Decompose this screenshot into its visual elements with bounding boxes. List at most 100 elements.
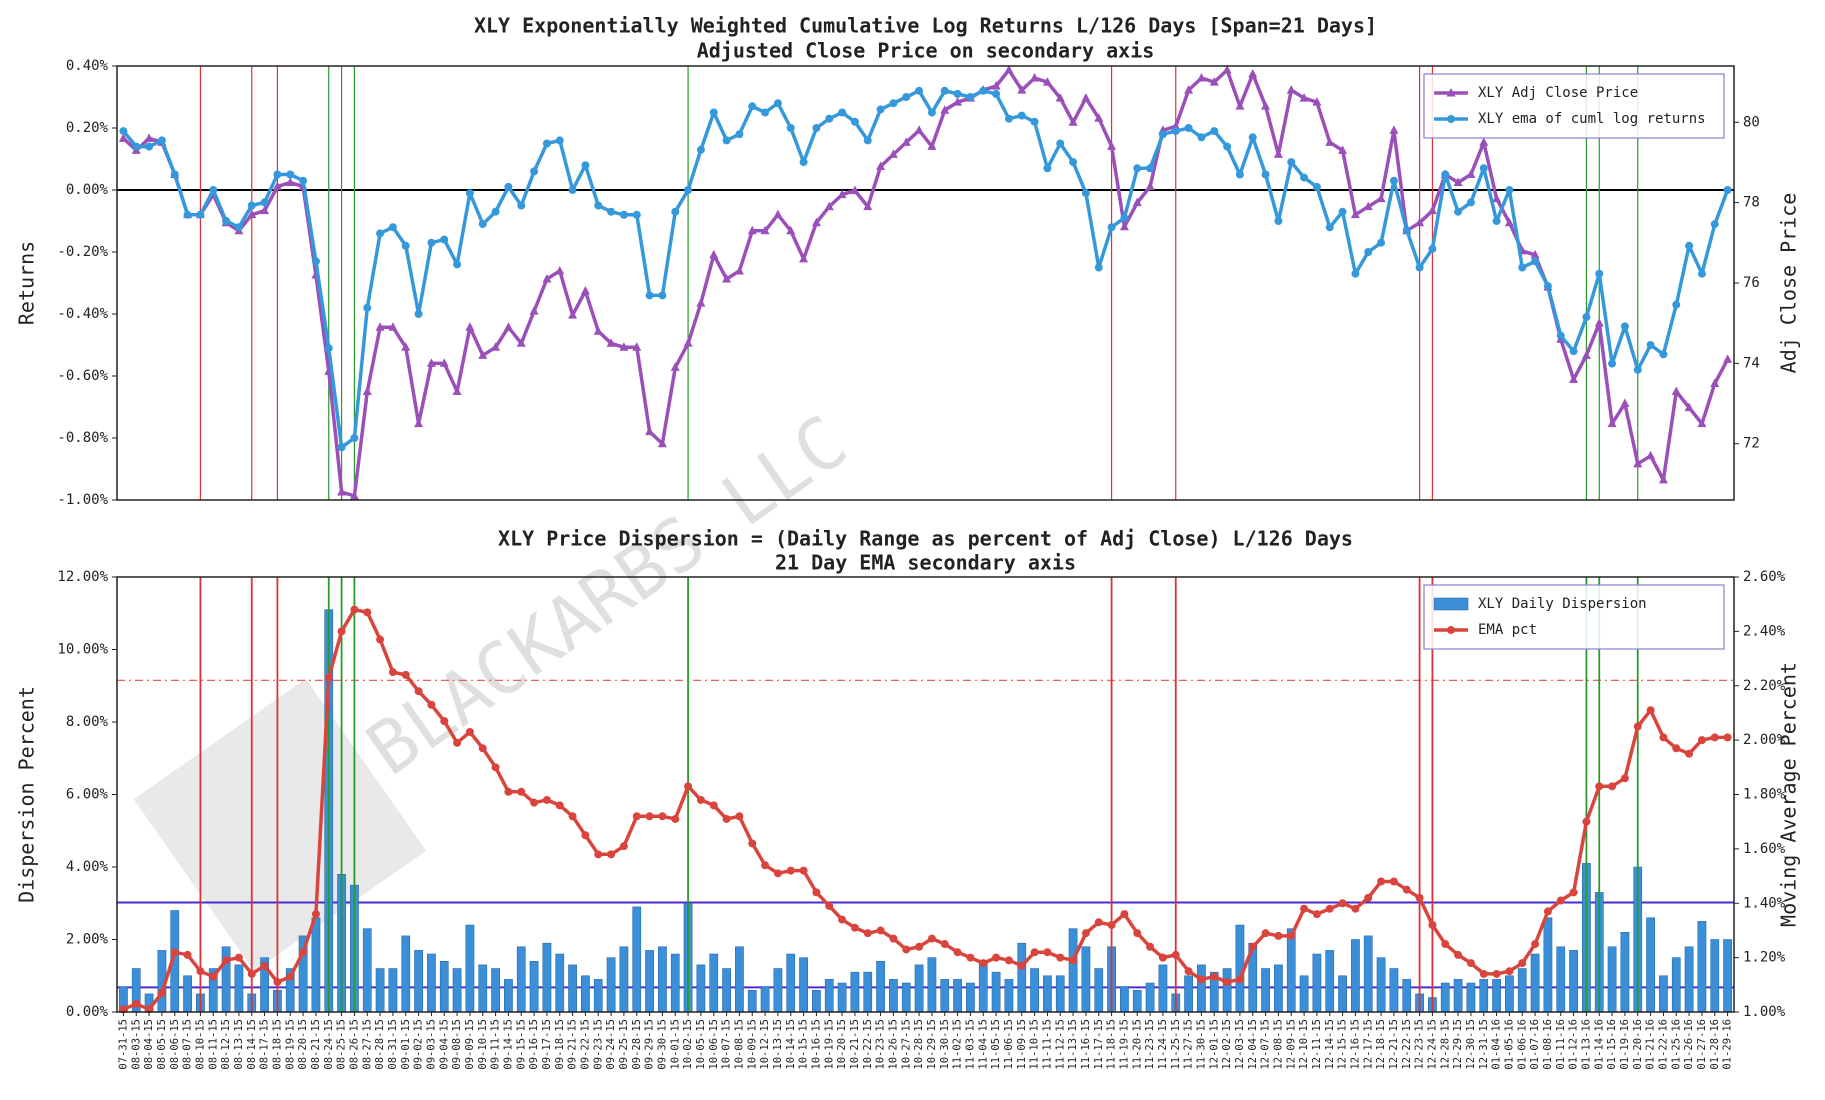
x-tick-label: 09-15-15	[515, 1019, 527, 1070]
point	[1287, 931, 1296, 940]
point	[1120, 213, 1129, 222]
bar	[414, 950, 423, 1013]
x-tick-label: 11-23-15	[1144, 1019, 1156, 1070]
point	[555, 801, 564, 810]
point	[440, 717, 449, 726]
point	[992, 953, 1001, 962]
point	[1133, 929, 1142, 938]
point	[593, 326, 603, 335]
point	[1274, 931, 1283, 940]
point	[530, 798, 539, 807]
point	[645, 812, 654, 821]
x-tick-label: 11-11-15	[1041, 1019, 1053, 1070]
point	[748, 102, 757, 111]
x-tick-label: 12-10-15	[1298, 1019, 1310, 1070]
bar	[452, 968, 462, 1013]
point	[350, 605, 359, 614]
legend-label: XLY ema of cuml log returns	[1478, 111, 1706, 127]
point	[696, 145, 705, 154]
x-tick-label: 08-28-15	[374, 1019, 386, 1070]
point	[876, 105, 885, 114]
y2-tick-label: 2.20%	[1743, 678, 1786, 694]
x-tick-label: 10-22-15	[862, 1019, 874, 1070]
bar	[1338, 975, 1347, 1013]
point	[953, 97, 963, 106]
bar	[581, 975, 590, 1013]
y-axis-title: Dispersion Percent	[15, 686, 39, 903]
bar	[1261, 968, 1270, 1013]
point	[1338, 145, 1348, 154]
point	[273, 170, 282, 179]
point	[1325, 904, 1334, 913]
bar	[478, 964, 488, 1013]
point	[427, 700, 436, 709]
point	[1415, 217, 1425, 227]
x-tick-label: 09-29-15	[644, 1019, 656, 1070]
point	[1376, 193, 1386, 203]
x-tick-label: 01-05-16	[1503, 1019, 1515, 1070]
point	[209, 972, 218, 981]
y2-tick-label: 1.40%	[1743, 895, 1786, 911]
point	[273, 978, 282, 987]
x-tick-label: 09-11-15	[490, 1019, 502, 1070]
x-tick-label: 12-17-15	[1362, 1019, 1374, 1070]
point	[1569, 347, 1578, 356]
x-tick-label: 10-29-15	[926, 1019, 938, 1070]
point	[427, 238, 436, 247]
x-tick-label: 08-05-15	[156, 1019, 168, 1070]
point	[222, 956, 231, 965]
x-tick-label: 08-31-15	[387, 1019, 399, 1070]
y2-tick-label: 76	[1743, 275, 1760, 291]
x-tick-label: 10-28-15	[913, 1019, 925, 1070]
point	[1261, 929, 1270, 938]
x-tick-label: 12-02-15	[1221, 1019, 1233, 1070]
y-tick-label: 0.20%	[66, 120, 109, 136]
point	[491, 207, 500, 216]
x-tick-label: 12-30-15	[1465, 1019, 1477, 1070]
point	[786, 225, 796, 235]
point	[1466, 959, 1475, 968]
point	[1094, 113, 1104, 122]
legend-label: EMA pct	[1478, 622, 1537, 638]
point	[581, 831, 590, 840]
point	[747, 225, 757, 235]
point	[876, 926, 885, 935]
bar	[1222, 968, 1232, 1013]
point	[132, 999, 141, 1008]
point	[1248, 133, 1257, 142]
point	[1261, 170, 1270, 179]
bar	[1389, 968, 1399, 1013]
point	[632, 210, 641, 219]
bar	[1094, 968, 1104, 1013]
x-tick-label: 12-18-15	[1375, 1019, 1387, 1070]
y-tick-label: 0.00%	[66, 1004, 109, 1020]
point	[1363, 201, 1373, 211]
legend-label: XLY Daily Dispersion	[1478, 596, 1647, 612]
legend-marker	[1447, 626, 1455, 634]
bar	[619, 946, 629, 1013]
point	[350, 434, 359, 442]
point	[1620, 322, 1629, 331]
point	[1710, 733, 1719, 742]
point	[1608, 782, 1617, 791]
point	[1594, 318, 1604, 327]
point	[478, 220, 487, 229]
point	[657, 438, 667, 448]
point	[478, 350, 488, 359]
bar	[812, 990, 821, 1013]
point	[1582, 313, 1591, 322]
x-tick-label: 09-14-15	[502, 1019, 514, 1070]
bar	[542, 942, 552, 1013]
y-tick-label: -0.80%	[57, 430, 108, 446]
point	[1273, 149, 1283, 158]
point	[902, 93, 911, 101]
point	[555, 265, 565, 275]
x-tick-label: 12-24-15	[1426, 1019, 1438, 1070]
point	[863, 201, 873, 211]
x-tick-label: 12-14-15	[1324, 1019, 1336, 1070]
chart: XLY Exponentially Weighted Cumulative Lo…	[15, 14, 1801, 509]
point	[568, 186, 577, 194]
point	[337, 443, 346, 452]
point	[1107, 223, 1116, 232]
point	[735, 130, 744, 139]
